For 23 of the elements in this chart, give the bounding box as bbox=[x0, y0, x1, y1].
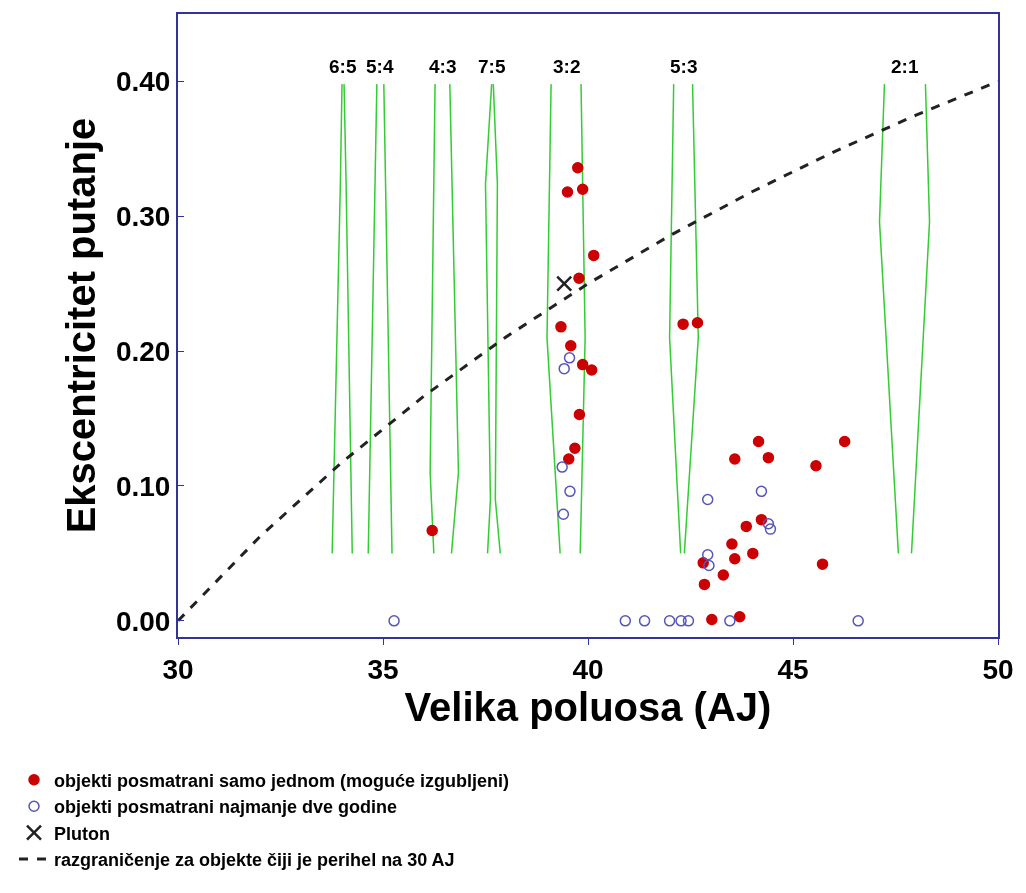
y-tick-label: 0.20 bbox=[115, 335, 171, 367]
annotation: 2:1 bbox=[891, 56, 919, 77]
annotation: 3:2 bbox=[553, 56, 581, 77]
annotation: 6:5 bbox=[329, 56, 357, 77]
y-tick-label: 0.30 bbox=[115, 201, 171, 233]
annotation: 4:3 bbox=[429, 56, 457, 77]
x-axis-title: Velika poluosa (AJ) bbox=[404, 684, 772, 729]
legend-label: objekti posmatrani samo jednom (moguće izgubljeni) bbox=[54, 770, 510, 791]
y-tick-label: 0.00 bbox=[115, 605, 171, 637]
y-tick-label: 0.40 bbox=[115, 66, 171, 98]
annotation: 5:3 bbox=[670, 56, 698, 77]
x-tick-label: 35 bbox=[367, 653, 399, 685]
annotation: 7:5 bbox=[478, 56, 506, 77]
annotation: 5:4 bbox=[366, 56, 394, 77]
legend-label: razgraničenje za objekte čiji je perihel na 30 AJ bbox=[54, 850, 455, 871]
legend-label: objekti posmatrani najmanje dve godine bbox=[54, 797, 398, 818]
y-axis-title: Ekscentricitet putanje bbox=[58, 117, 103, 534]
x-tick-label: 30 bbox=[162, 653, 194, 685]
x-tick-label: 50 bbox=[982, 653, 1014, 685]
legend-label: Pluton bbox=[54, 823, 110, 844]
y-tick-label: 0.10 bbox=[115, 470, 171, 502]
x-tick-label: 40 bbox=[572, 653, 604, 685]
x-tick-label: 45 bbox=[777, 653, 809, 685]
